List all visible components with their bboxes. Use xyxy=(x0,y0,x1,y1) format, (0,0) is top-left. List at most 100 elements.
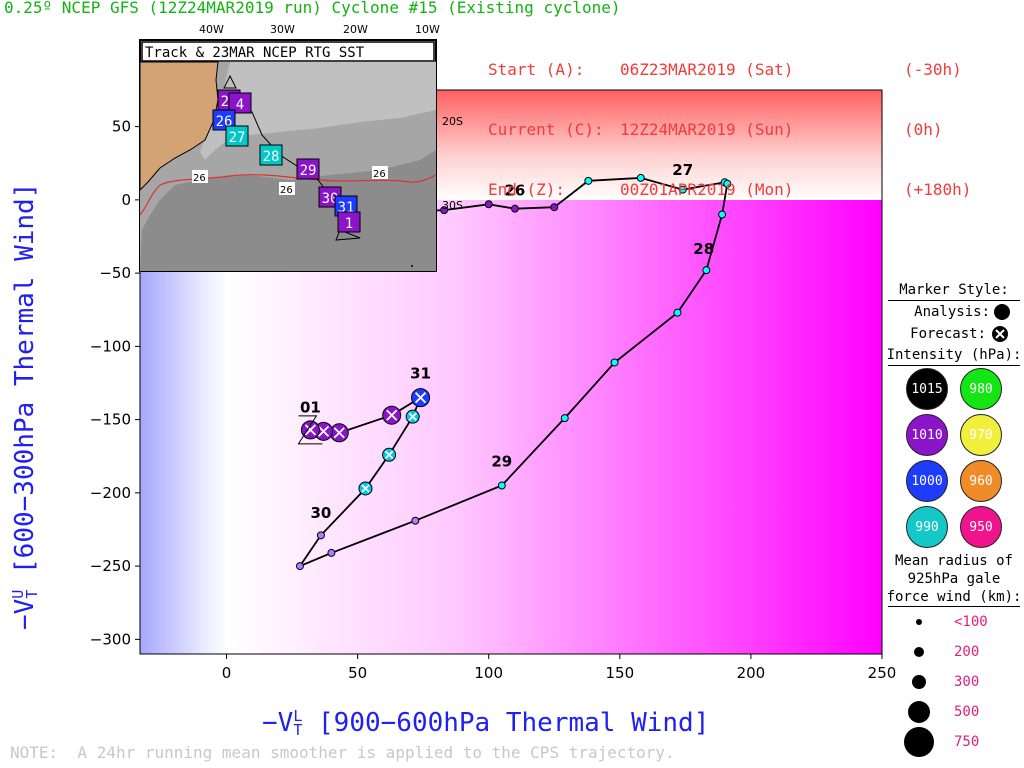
inset-sst-26-contour xyxy=(139,174,437,216)
page-title: 0.25º NCEP GFS (12Z24MAR2019 run) Cyclon… xyxy=(4,0,621,17)
legend-size-row: 500 xyxy=(884,697,1024,727)
forecast-marker-icon xyxy=(992,326,1008,342)
trajectory-point xyxy=(327,548,336,557)
trajectory-point xyxy=(316,531,325,540)
info-date: 00Z01APR2019 (Mon) xyxy=(620,180,794,199)
intensity-swatch: 980 xyxy=(960,368,1002,410)
inset-sst-label: 26 xyxy=(373,169,386,180)
size-label: 200 xyxy=(954,644,980,660)
trajectory-point xyxy=(382,447,397,462)
y-tick-label: −50 xyxy=(99,264,131,282)
cps-trajectory xyxy=(295,173,732,571)
intensity-swatch: 1010 xyxy=(906,414,948,456)
legend-analysis-row: Analysis: xyxy=(884,301,1024,323)
legend-intensity-grid: 1015 980 1010 970 1000 960 990 950 xyxy=(884,368,1024,548)
trajectory-point xyxy=(550,203,559,212)
trajectory-point xyxy=(295,562,304,571)
inset-lon-label: 40W xyxy=(199,23,224,36)
x-tick-label: 200 xyxy=(737,664,766,682)
size-dot-icon xyxy=(908,701,930,723)
svg-text:4: 4 xyxy=(236,97,244,113)
svg-text:27: 27 xyxy=(229,130,246,146)
intensity-swatch: 1015 xyxy=(906,368,948,410)
inset-lon-label: 20W xyxy=(343,23,368,36)
size-label: 500 xyxy=(954,704,980,720)
day-label: 31 xyxy=(410,365,431,383)
inset-lat-label: 30S xyxy=(442,199,463,212)
day-label: 28 xyxy=(693,240,714,258)
size-dot-icon xyxy=(904,727,934,757)
trajectory-point xyxy=(440,206,449,215)
svg-text:29: 29 xyxy=(300,163,317,179)
trajectory-point xyxy=(405,409,420,424)
x-tick-label: 100 xyxy=(474,664,503,682)
info-row-current: Current (C): 12Z24MAR2019 (Sun) (0h) xyxy=(488,120,971,140)
legend-size-list: <100 200 300 500 750 xyxy=(884,607,1024,757)
legend-size-row: 200 xyxy=(884,637,1024,667)
size-dot-icon xyxy=(916,619,922,625)
inset-title: Track & 23MAR NCEP RTG SST xyxy=(145,45,365,61)
size-label: 300 xyxy=(954,674,980,690)
day-label: 26 xyxy=(504,181,525,199)
legend-size-row: 750 xyxy=(884,727,1024,757)
trajectory-point xyxy=(484,200,493,209)
y-tick-label: 50 xyxy=(112,118,131,136)
legend-size-row: <100 xyxy=(884,607,1024,637)
legend-size-row: 300 xyxy=(884,667,1024,697)
y-tick-label: −200 xyxy=(90,484,131,502)
analysis-marker-icon xyxy=(994,304,1010,320)
inset-lat-label: 20S xyxy=(442,115,463,128)
axes: 0 50 100 150 200 250 50 0 −50 −100 −150 −200 −250 −30… xyxy=(90,118,897,682)
intensity-swatch: 950 xyxy=(960,506,1002,548)
info-label: Current (C): xyxy=(488,120,604,139)
trajectory-point xyxy=(510,204,519,213)
y-axis-label: −VUT [600−300hPa Thermal Wind] xyxy=(9,183,41,630)
day-label: 30 xyxy=(310,504,331,522)
x-axis-label: −VL T [900−600hPa Thermal Wind] xyxy=(262,707,709,739)
size-dot-icon xyxy=(912,675,926,689)
trajectory-point xyxy=(610,358,619,367)
info-date: 12Z24MAR2019 (Sun) xyxy=(620,120,794,139)
size-dot-icon xyxy=(914,647,924,657)
trajectory-point xyxy=(358,481,373,496)
info-label: Start (A): xyxy=(488,60,585,79)
trajectory-point xyxy=(411,516,420,525)
legend-radius-title: force wind (km): xyxy=(886,589,1022,605)
info-date: 06Z23MAR2019 (Sat) xyxy=(620,60,794,79)
legend-radius-title: Mean radius of xyxy=(894,553,1013,569)
trajectory-point xyxy=(329,423,349,443)
day-label: 29 xyxy=(491,452,512,470)
size-label: <100 xyxy=(954,614,988,630)
trajectory-point xyxy=(411,388,431,408)
legend-intensity-title: Intensity (hPa): xyxy=(886,347,1022,363)
trajectory-point xyxy=(673,308,682,317)
x-tick-label: 0 xyxy=(222,664,232,682)
trajectory-point xyxy=(300,420,320,440)
inset-sst-label: 26 xyxy=(193,173,206,184)
legend-analysis-label: Analysis: xyxy=(914,304,990,320)
info-row-end: End (Z): 00Z01APR2019 (Mon) (+180h) xyxy=(488,180,971,200)
intensity-swatch: 960 xyxy=(960,460,1002,502)
x-tick-label: 150 xyxy=(605,664,634,682)
day-label: 27 xyxy=(672,161,693,179)
trajectory-point xyxy=(718,210,727,219)
inset-lon-label: 30W xyxy=(270,23,295,36)
inset-lon-label: 10W xyxy=(415,23,440,36)
trajectory-point xyxy=(636,173,645,182)
run-info: Start (A): 06Z23MAR2019 (Sat) (-30h) Curre… xyxy=(488,20,971,220)
legend: Marker Style: Analysis: Forecast: Intens… xyxy=(884,280,1024,757)
trajectory-point xyxy=(382,405,402,425)
info-label: End (Z): xyxy=(488,180,566,199)
legend-radius-title: 925hPa gale xyxy=(907,571,1001,587)
plot-frame xyxy=(139,89,883,655)
info-rel: (-30h) xyxy=(904,60,962,79)
trajectory-point xyxy=(702,266,711,275)
inset-sst-label: 26 xyxy=(280,185,293,196)
inset-track-marker: 27 xyxy=(225,125,249,147)
inset-track-marker: 1 xyxy=(337,211,361,233)
svg-text:30: 30 xyxy=(322,191,339,207)
legend-forecast-row: Forecast: xyxy=(884,323,1024,345)
svg-text:28: 28 xyxy=(263,149,280,165)
intensity-swatch: 990 xyxy=(906,506,948,548)
